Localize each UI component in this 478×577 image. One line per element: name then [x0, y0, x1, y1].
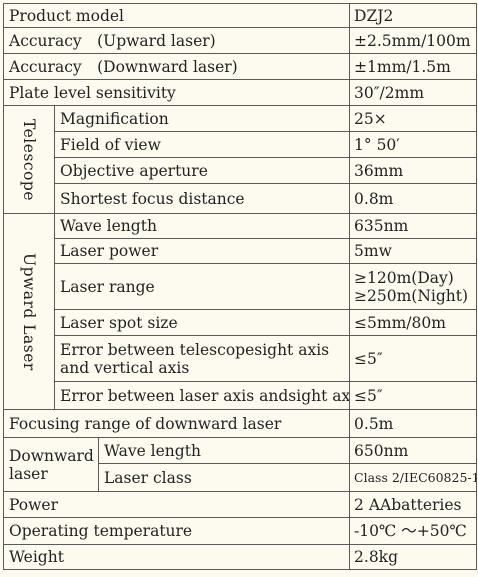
down-wave-length-label: Wave length	[97, 437, 351, 464]
telescope-group-label: Telescope	[20, 118, 38, 201]
up-wave-length-label: Wave length	[53, 213, 351, 239]
row-laser-range: Laser range ≥120m(Day) ≥250m(Night)	[4, 263, 478, 310]
row-weight: Weight 2.8kg	[2, 544, 478, 570]
row-error-laser: Error between laser axis andsight axis ≤…	[4, 381, 478, 410]
objective-aperture-label: Objective aperture	[53, 157, 351, 184]
laser-range-day: ≥120m(Day)	[354, 268, 454, 287]
accuracy-upward-value: ±2.5mm/100m	[349, 27, 478, 54]
row-focusing-range: Focusing range of downward laser 0.5m	[2, 409, 478, 438]
row-accuracy-upward: Accuracy (Upward laser) ±2.5mm/100m	[2, 27, 478, 54]
row-laser-class: Laser class Class 2/IEC60825-1	[4, 463, 478, 492]
laser-range-value: ≥120m(Day) ≥250m(Night)	[349, 263, 478, 310]
row-field-of-view: Field of view 1° 50′	[4, 131, 478, 158]
row-magnification: Telescope Magnification 25×	[3, 105, 478, 214]
error-telescope-label-line2: and vertical axis	[60, 358, 190, 377]
product-model-value: DZJ2	[349, 3, 478, 28]
error-laser-value: ≤5″	[349, 381, 478, 410]
shortest-focus-value: 0.8m	[349, 183, 478, 214]
plate-level-label: Plate level sensitivity	[2, 79, 351, 106]
error-telescope-label: Error between telescopesight axis and ve…	[53, 335, 351, 382]
weight-label: Weight	[2, 544, 351, 570]
laser-spot-label: Laser spot size	[53, 309, 351, 336]
row-product-model: Product model DZJ2	[2, 3, 478, 28]
down-wave-length-value: 650nm	[349, 437, 478, 464]
row-up-wave-length: Upward Laser Wave length 635nm	[3, 213, 478, 410]
accuracy-downward-value: ±1mm/1.5m	[349, 53, 478, 80]
row-accuracy-downward: Accuracy (Downward laser) ±1mm/1.5m	[2, 53, 478, 80]
row-laser-power: Laser power 5mw	[4, 238, 478, 264]
row-plate-level: Plate level sensitivity 30″/2mm	[2, 79, 478, 106]
accuracy-downward-label: Accuracy (Downward laser)	[2, 53, 351, 80]
shortest-focus-label: Shortest focus distance	[53, 183, 351, 214]
error-telescope-label-line1: Error between telescopesight axis	[60, 340, 330, 359]
operating-temp-label: Operating temperature	[2, 517, 351, 545]
row-operating-temp: Operating temperature -10℃ ～+50℃	[2, 517, 478, 545]
product-model-label: Product model	[2, 3, 351, 28]
objective-aperture-value: 36mm	[349, 157, 478, 184]
downward-laser-group-line1: Downward	[9, 446, 94, 465]
weight-value: 2.8kg	[349, 544, 478, 570]
specifications-table: Product model DZJ2 Accuracy (Upward lase…	[2, 3, 478, 570]
row-power: Power 2 AAbatteries	[2, 491, 478, 518]
row-error-telescope: Error between telescopesight axis and ve…	[4, 335, 478, 382]
downward-laser-group-cell: Downward laser	[3, 437, 99, 492]
laser-power-value: 5mw	[349, 238, 478, 264]
laser-class-label: Laser class	[97, 463, 351, 492]
row-shortest-focus: Shortest focus distance 0.8m	[4, 183, 478, 214]
accuracy-upward-label: Accuracy (Upward laser)	[2, 27, 351, 54]
error-laser-label: Error between laser axis andsight axis	[53, 381, 351, 410]
laser-class-value: Class 2/IEC60825-1	[349, 463, 478, 492]
downward-laser-group-line2: laser	[9, 464, 48, 483]
error-telescope-value: ≤5″	[349, 335, 478, 382]
upward-laser-group-label: Upward Laser	[20, 252, 38, 371]
operating-temp-value: -10℃ ～+50℃	[349, 517, 478, 545]
focusing-range-value: 0.5m	[349, 409, 478, 438]
laser-range-night: ≥250m(Night)	[354, 286, 469, 305]
telescope-group-cell: Telescope	[3, 105, 55, 214]
power-value: 2 AAbatteries	[349, 491, 478, 518]
field-of-view-value: 1° 50′	[349, 131, 478, 158]
plate-level-value: 30″/2mm	[349, 79, 478, 106]
row-down-wave-length: Downward laser Wave length 650nm	[3, 437, 478, 492]
row-laser-spot: Laser spot size ≤5mm/80m	[4, 309, 478, 336]
laser-spot-value: ≤5mm/80m	[349, 309, 478, 336]
magnification-value: 25×	[349, 105, 478, 132]
row-objective-aperture: Objective aperture 36mm	[4, 157, 478, 184]
upward-laser-group-cell: Upward Laser	[3, 213, 55, 410]
laser-power-label: Laser power	[53, 238, 351, 264]
power-label: Power	[2, 491, 351, 518]
field-of-view-label: Field of view	[53, 131, 351, 158]
magnification-label: Magnification	[53, 105, 351, 132]
up-wave-length-value: 635nm	[349, 213, 478, 239]
focusing-range-label: Focusing range of downward laser	[2, 409, 351, 438]
laser-range-label: Laser range	[53, 263, 351, 310]
